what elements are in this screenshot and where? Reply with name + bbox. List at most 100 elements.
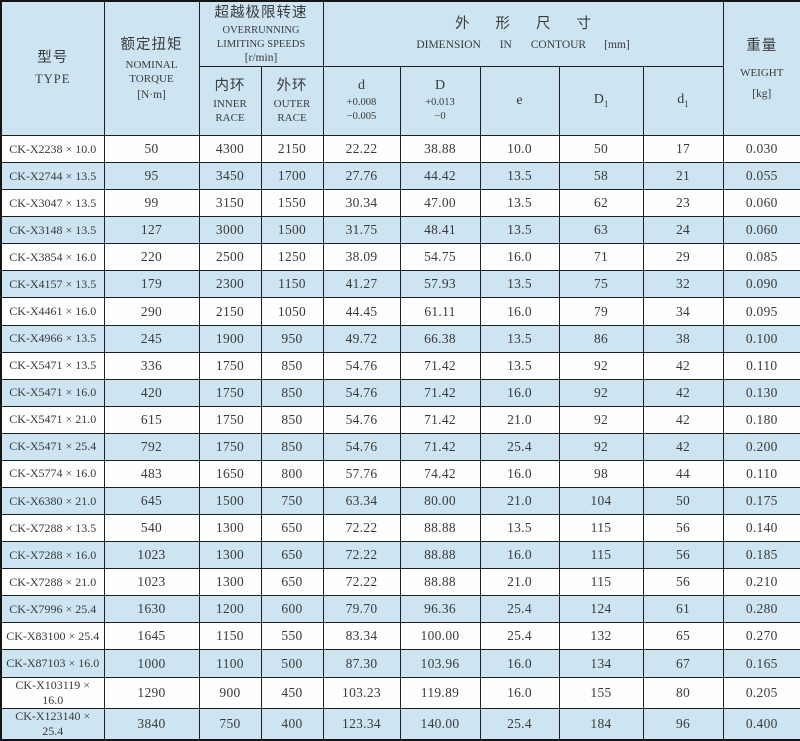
cell-e: 16.0 <box>479 459 560 489</box>
cell-d1: 44 <box>642 459 724 489</box>
cell-torque: 127 <box>103 216 200 245</box>
table-row: CK-X7996 × 25.4 1630 1200 600 79.70 96.36 25.4… <box>0 595 800 624</box>
cell-torque: 420 <box>103 378 200 407</box>
torque-header-en: NOMINAL TORQUE <box>125 58 178 85</box>
cell-inner_race: 2150 <box>198 297 262 326</box>
cell-d: 31.75 <box>322 216 401 245</box>
cell-e: 13.5 <box>479 189 560 218</box>
d-header-tol-plus: +0.008 <box>346 97 377 109</box>
cell-d: 72.22 <box>322 514 401 543</box>
table-body: CK-X2238 × 10.0 50 4300 2150 22.22 38.88 10.0 5… <box>0 134 800 741</box>
cell-e: 16.0 <box>479 541 560 570</box>
cell-D: 47.00 <box>399 189 481 218</box>
cell-weight: 0.140 <box>722 514 800 543</box>
cell-e: 21.0 <box>479 568 560 597</box>
cell-weight: 0.130 <box>722 378 800 407</box>
cell-D: 88.88 <box>399 568 481 597</box>
cell-torque: 179 <box>103 270 200 299</box>
cell-D: 96.36 <box>399 595 481 624</box>
cell-weight: 0.055 <box>722 162 800 191</box>
type-header-en: TYPE <box>35 72 71 87</box>
cell-weight: 0.095 <box>722 297 800 326</box>
cell-D: 48.41 <box>399 216 481 245</box>
cell-torque: 1630 <box>103 595 200 624</box>
cell-type: CK-X4461 × 16.0 <box>0 297 105 326</box>
cell-e: 16.0 <box>479 676 560 709</box>
cell-D1: 155 <box>558 676 644 709</box>
e-header-symbol: e <box>516 92 523 108</box>
cell-D1: 134 <box>558 649 644 678</box>
cell-d1: 23 <box>642 189 724 218</box>
cell-inner_race: 1200 <box>198 595 262 624</box>
cell-outer_race: 750 <box>260 487 324 516</box>
table-row: CK-X7288 × 13.5 540 1300 650 72.22 88.88 13.5 1… <box>0 514 800 543</box>
cell-type: CK-X3148 × 13.5 <box>0 216 105 245</box>
cell-e: 25.4 <box>479 595 560 624</box>
cell-d: 72.22 <box>322 541 401 570</box>
cell-weight: 0.280 <box>722 595 800 624</box>
cell-D: 71.42 <box>399 378 481 407</box>
dimension-header-zh: 外形尺寸 <box>455 15 617 32</box>
cell-outer_race: 400 <box>260 707 324 741</box>
cell-outer_race: 450 <box>260 676 324 709</box>
cell-weight: 0.110 <box>722 351 800 380</box>
cell-D: 88.88 <box>399 514 481 543</box>
cell-D: 71.42 <box>399 351 481 380</box>
cell-e: 21.0 <box>479 405 560 434</box>
cell-outer_race: 1500 <box>260 216 324 245</box>
cell-D1: 115 <box>558 514 644 543</box>
outer-race-header-en: OUTER RACE <box>273 97 311 124</box>
cell-torque: 245 <box>103 324 200 353</box>
cell-D1: 62 <box>558 189 644 218</box>
cell-type: CK-X83100 × 25.4 <box>0 622 105 651</box>
cell-d1: 42 <box>642 405 724 434</box>
cell-D1: 50 <box>558 134 644 164</box>
col-header-e: e <box>479 66 560 136</box>
cell-e: 10.0 <box>479 134 560 164</box>
cell-outer_race: 1550 <box>260 189 324 218</box>
cell-e: 16.0 <box>479 243 560 272</box>
cell-type: CK-X4157 × 13.5 <box>0 270 105 299</box>
cell-e: 16.0 <box>479 649 560 678</box>
cell-type: CK-X7288 × 21.0 <box>0 568 105 597</box>
cell-torque: 3840 <box>103 707 200 741</box>
cell-d: 22.22 <box>322 134 401 164</box>
cell-torque: 95 <box>103 162 200 191</box>
dimension-header-en-line: DIMENSION IN CONTOUR [mm] <box>326 35 721 53</box>
cell-inner_race: 1750 <box>198 378 262 407</box>
table-row: CK-X5774 × 16.0 483 1650 800 57.76 74.42 16.0 9… <box>0 459 800 489</box>
cell-type: CK-X123140 × 25.4 <box>0 707 105 741</box>
cell-torque: 50 <box>103 134 200 164</box>
cell-d: 72.22 <box>322 568 401 597</box>
col-header-d: d +0.008 −0.005 <box>322 66 401 136</box>
cell-D1: 75 <box>558 270 644 299</box>
cell-e: 13.5 <box>479 162 560 191</box>
cell-d1: 29 <box>642 243 724 272</box>
cell-torque: 1645 <box>103 622 200 651</box>
cell-d1: 42 <box>642 432 724 461</box>
torque-header-zh: 额定扭矩 <box>120 36 183 53</box>
cell-type: CK-X5774 × 16.0 <box>0 459 105 489</box>
cell-torque: 1023 <box>103 568 200 597</box>
cell-outer_race: 650 <box>260 541 324 570</box>
table-row: CK-X5471 × 13.5 336 1750 850 54.76 71.42 13.5 9… <box>0 351 800 380</box>
cell-d1: 67 <box>642 649 724 678</box>
cell-outer_race: 850 <box>260 432 324 461</box>
cell-d: 87.30 <box>322 649 401 678</box>
cell-outer_race: 850 <box>260 405 324 434</box>
torque-header-unit: [N·m] <box>137 89 166 102</box>
cell-d: 103.23 <box>322 676 401 709</box>
cell-torque: 645 <box>103 487 200 516</box>
cell-D: 140.00 <box>399 707 481 741</box>
col-header-outer-race: 外环 OUTER RACE <box>260 66 324 136</box>
cell-D1: 92 <box>558 432 644 461</box>
cell-weight: 0.210 <box>722 568 800 597</box>
cell-weight: 0.090 <box>722 270 800 299</box>
cell-inner_race: 2300 <box>198 270 262 299</box>
cell-D: 71.42 <box>399 432 481 461</box>
weight-header-en: WEIGHT <box>740 66 784 79</box>
cell-d: 27.76 <box>322 162 401 191</box>
cell-weight: 0.085 <box>722 243 800 272</box>
cell-D1: 92 <box>558 351 644 380</box>
